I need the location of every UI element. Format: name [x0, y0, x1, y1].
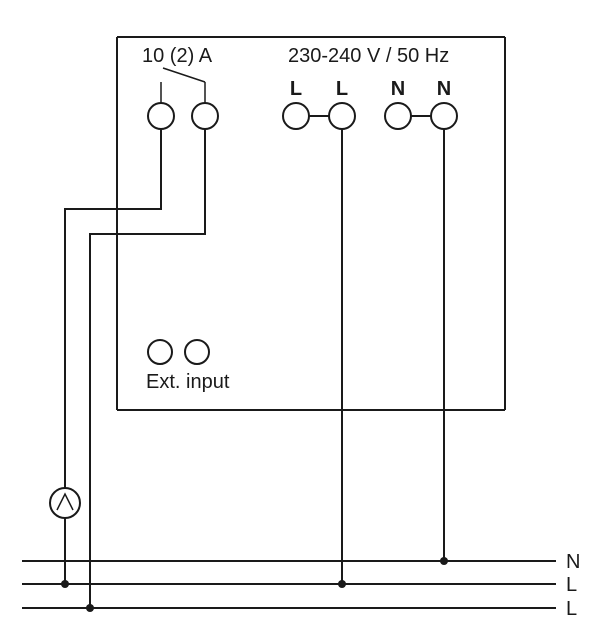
junction-L2-Ltop: [338, 580, 346, 588]
wiring-diagram: 10 (2) A230-240 V / 50 HzLLNNExt. inputN…: [0, 0, 600, 643]
terminal-relay-2: [192, 103, 218, 129]
junction-N2-N: [440, 557, 448, 565]
voltage-rating-label: 230-240 V / 50 Hz: [288, 45, 449, 67]
bus-label-N: N: [566, 551, 580, 573]
terminal-label-L2: L: [336, 78, 348, 100]
terminal-label-L1: L: [290, 78, 302, 100]
junction-load-Ltop: [61, 580, 69, 588]
wire-relay2-to-busL: [90, 129, 205, 608]
wire-relay1-to-load: [65, 129, 161, 488]
ext-input-label: Ext. input: [146, 371, 230, 393]
terminal-relay-1: [148, 103, 174, 129]
terminal-L2: [329, 103, 355, 129]
terminal-label-N2: N: [437, 78, 451, 100]
ext-input-terminal-1: [148, 340, 172, 364]
relay-contact: [163, 68, 205, 82]
current-rating-label: 10 (2) A: [142, 45, 213, 67]
bus-label-L-bottom: L: [566, 598, 577, 620]
terminal-label-N1: N: [391, 78, 405, 100]
ext-input-terminal-2: [185, 340, 209, 364]
terminal-N2: [431, 103, 457, 129]
terminal-L1: [283, 103, 309, 129]
bus-label-L-top: L: [566, 574, 577, 596]
junction-relay2-Lbot: [86, 604, 94, 612]
terminal-N1: [385, 103, 411, 129]
